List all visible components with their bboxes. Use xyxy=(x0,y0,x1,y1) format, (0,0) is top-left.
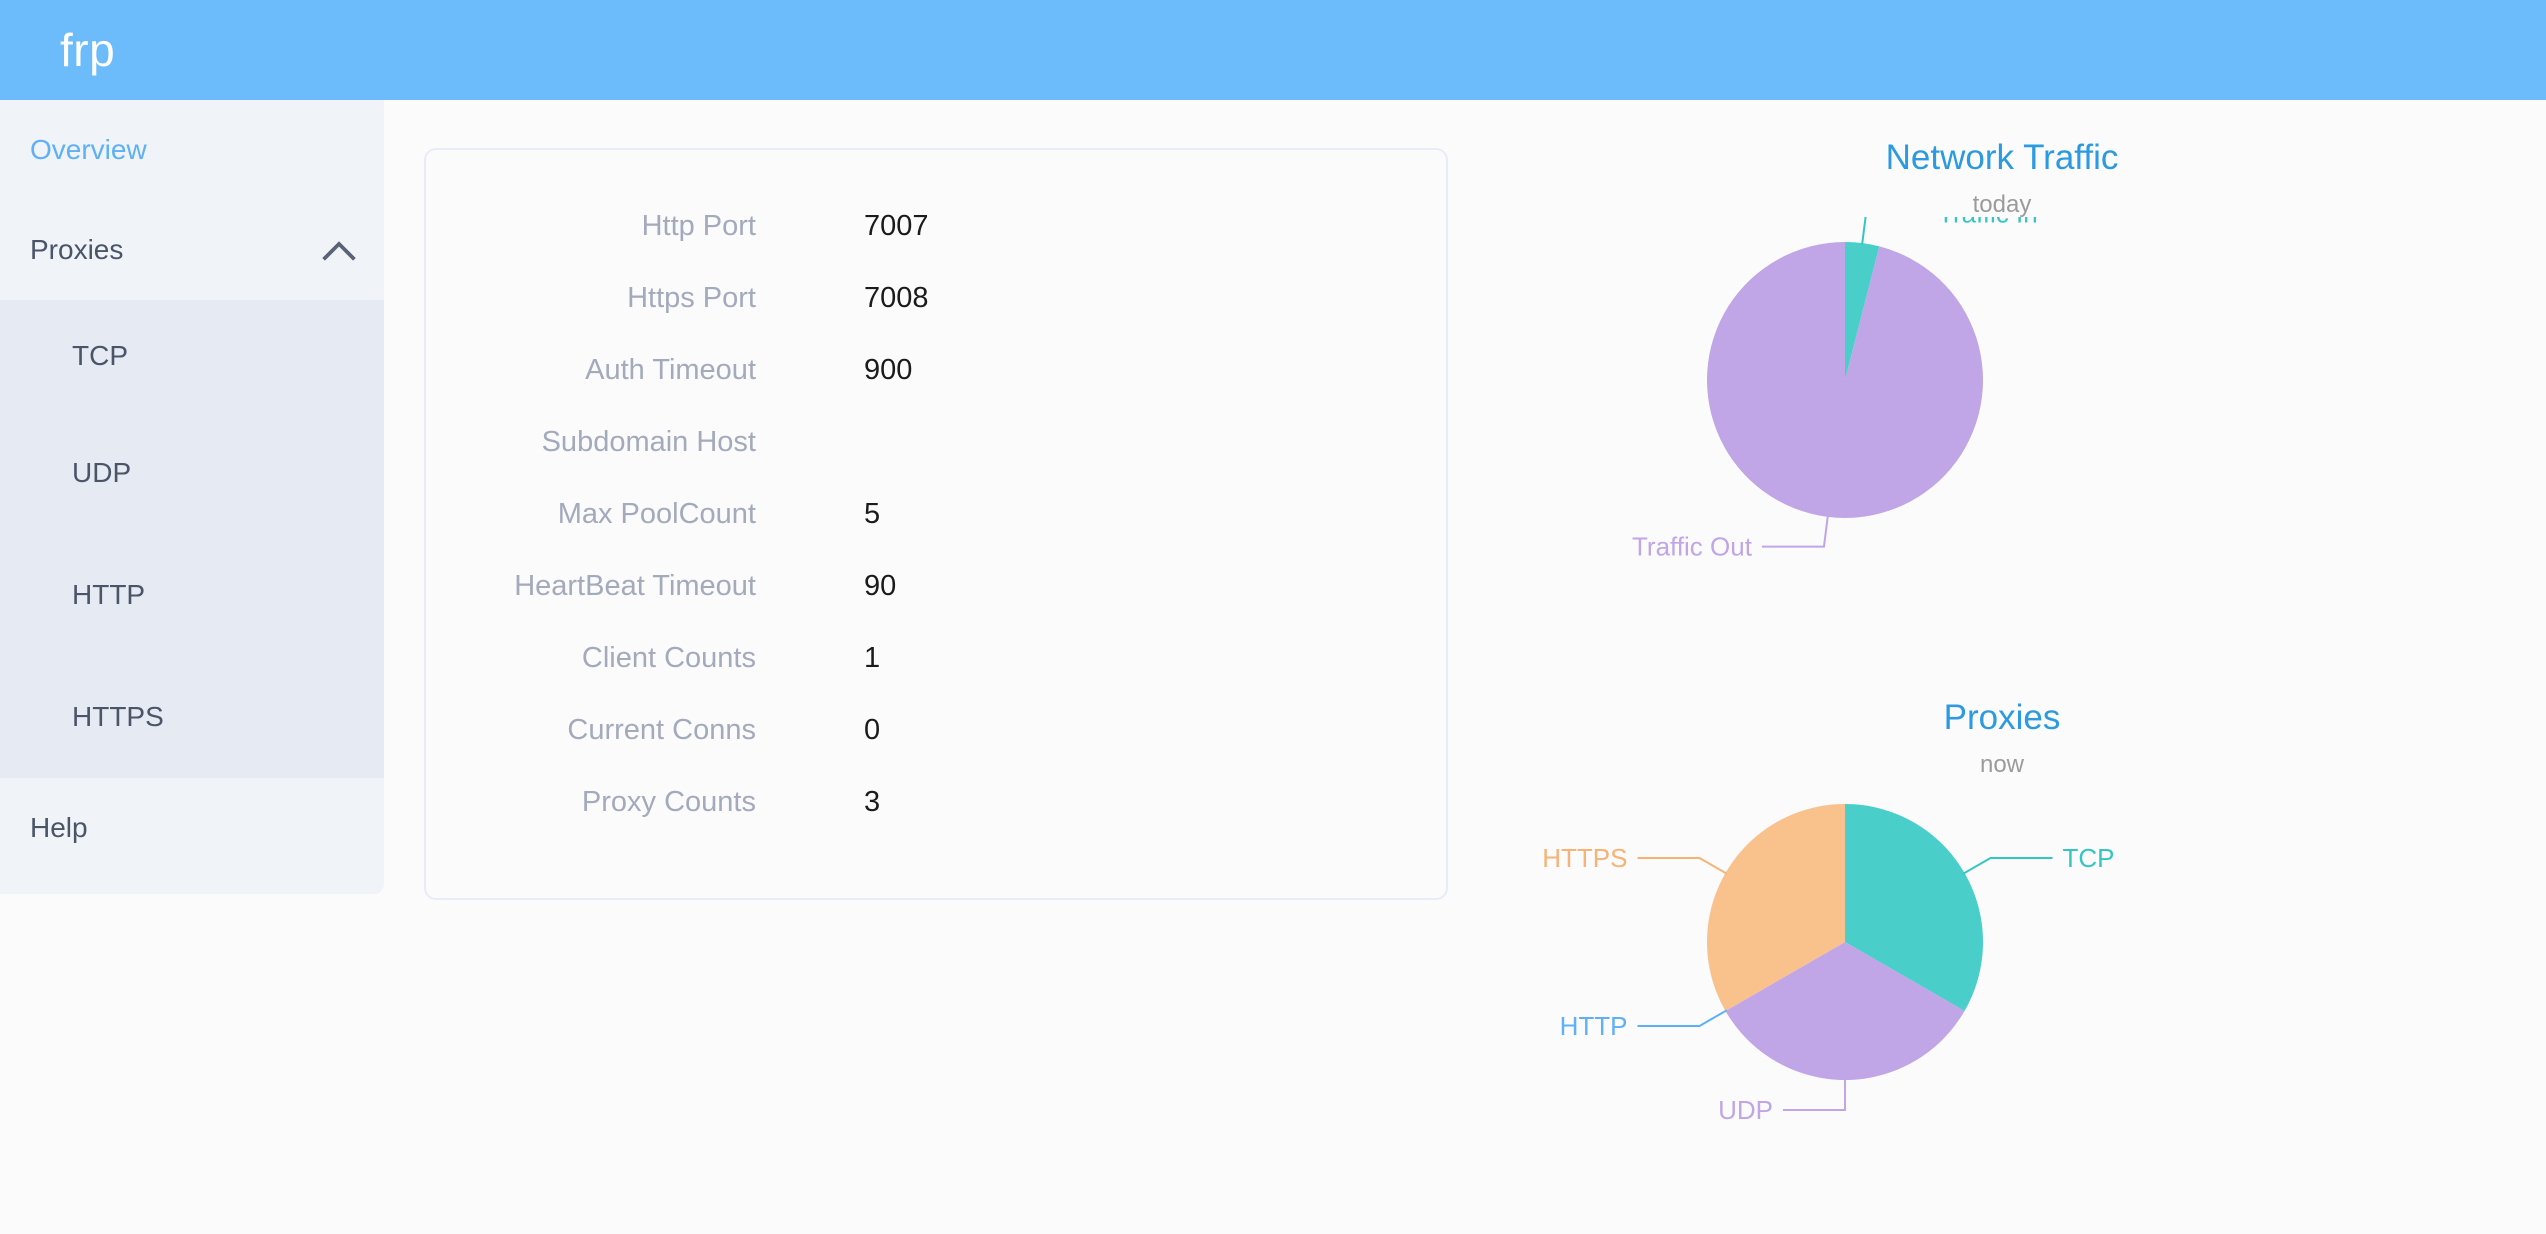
pie-leader-line-https xyxy=(1637,857,1728,875)
server-info-key: Max PoolCount xyxy=(557,498,756,530)
pie-slice-traffic-in[interactable] xyxy=(1845,242,1880,380)
server-info-value: 5 xyxy=(864,498,881,530)
sidebar-item-label-overview: Overview xyxy=(30,134,147,165)
proxies-chart-panel: Proxies now TCP UDP HTTP HTTPS xyxy=(1492,700,2512,1220)
sidebar: Overview Proxies TCP UDP HTTP HTTPS H xyxy=(0,100,384,894)
server-info-row: Max PoolCount 5 xyxy=(426,500,1446,572)
sidebar-subitem-label-tcp: TCP xyxy=(72,340,128,371)
network-traffic-pie[interactable]: Traffic In Traffic Out xyxy=(1492,217,2512,577)
sidebar-item-label-proxies: Proxies xyxy=(30,234,124,265)
pie-leader-line-traffic-in xyxy=(1861,217,1867,245)
network-traffic-title: Network Traffic xyxy=(1885,138,2119,177)
server-info-key: Proxy Counts xyxy=(581,786,756,818)
server-info-key: Client Counts xyxy=(581,642,756,674)
pie-leader-line-tcp xyxy=(1962,857,2053,875)
pie-slice-traffic-out[interactable] xyxy=(1707,242,1983,518)
proxies-subtitle: now xyxy=(1979,751,2025,778)
server-info-row: Proxy Counts 3 xyxy=(426,788,1446,860)
server-info-value: 7008 xyxy=(864,282,929,314)
chevron-up-icon xyxy=(322,233,356,267)
server-info-value: 90 xyxy=(864,570,897,602)
sidebar-subitem-https[interactable]: HTTPS xyxy=(0,656,384,778)
brand-logo: frp xyxy=(60,24,116,76)
server-info-row: Client Counts 1 xyxy=(426,644,1446,716)
pie-slice-tcp[interactable] xyxy=(1845,804,1983,1011)
sidebar-item-overview[interactable]: Overview xyxy=(0,100,384,200)
network-traffic-pie-svg: Traffic In Traffic Out xyxy=(1632,217,2038,562)
server-info-card: Http Port 7007 Https Port 7008 Auth Timeout 9… xyxy=(424,148,1448,900)
server-info-list: Http Port 7007 Https Port 7008 Auth Timeout 9… xyxy=(426,212,1446,860)
pie-label-traffic-out: Traffic Out xyxy=(1632,532,1753,562)
sidebar-subitem-label-udp: UDP xyxy=(72,457,132,488)
pie-label-udp: UDP xyxy=(1718,1095,1773,1125)
server-info-value: 1 xyxy=(864,642,881,674)
server-info-row: Subdomain Host xyxy=(426,428,1446,500)
pie-label-http: HTTP xyxy=(1560,1011,1628,1041)
proxies-pie-svg: TCP UDP HTTP HTTPS xyxy=(1542,804,2114,1125)
sidebar-item-label-help: Help xyxy=(30,812,88,843)
sidebar-subitem-http[interactable]: HTTP xyxy=(0,534,384,656)
pie-label-tcp: TCP xyxy=(2062,843,2114,873)
server-info-key: HeartBeat Timeout xyxy=(514,570,756,602)
server-info-row: Current Conns 0 xyxy=(426,716,1446,788)
pie-slice-udp[interactable] xyxy=(1725,942,1965,1080)
server-info-value: 0 xyxy=(864,714,881,746)
server-info-value: 900 xyxy=(864,354,913,386)
server-info-row: Http Port 7007 xyxy=(426,212,1446,284)
pie-label-traffic-in: Traffic In xyxy=(1938,217,2038,228)
network-traffic-chart-panel: Network Traffic today Traffic InTraffic … xyxy=(1492,140,2512,670)
proxies-title: Proxies xyxy=(1943,698,2061,737)
server-info-key: Current Conns xyxy=(567,714,756,746)
server-info-key: Https Port xyxy=(627,282,756,314)
server-info-row: Auth Timeout 900 xyxy=(426,356,1446,428)
pie-leader-line-traffic-out xyxy=(1761,515,1829,548)
sidebar-subitem-label-https: HTTPS xyxy=(72,701,164,732)
sidebar-item-help[interactable]: Help xyxy=(0,778,384,878)
server-info-row: Https Port 7008 xyxy=(426,284,1446,356)
server-info-key: Auth Timeout xyxy=(585,354,756,386)
sidebar-subitem-udp[interactable]: UDP xyxy=(0,412,384,534)
network-traffic-subtitle: today xyxy=(1972,191,2032,218)
server-info-key: Http Port xyxy=(641,210,756,242)
server-info-row: HeartBeat Timeout 90 xyxy=(426,572,1446,644)
sidebar-item-proxies[interactable]: Proxies xyxy=(0,200,384,300)
sidebar-subitem-tcp[interactable]: TCP xyxy=(0,300,384,412)
pie-label-https: HTTPS xyxy=(1542,843,1627,873)
pie-leader-line-http xyxy=(1637,1009,1728,1027)
server-info-value: 7007 xyxy=(864,210,929,242)
sidebar-group-main: Overview Proxies xyxy=(0,100,384,300)
server-info-value: 3 xyxy=(864,786,881,818)
sidebar-group-help: Help xyxy=(0,778,384,894)
sidebar-subitem-label-http: HTTP xyxy=(72,579,146,610)
app-header: frp xyxy=(0,0,2546,100)
pie-slice-https[interactable] xyxy=(1707,804,1845,1011)
pie-leader-line-udp xyxy=(1783,1078,1846,1111)
proxies-pie[interactable]: TCP UDP HTTP HTTPS xyxy=(1492,777,2512,1157)
sidebar-submenu-proxies: TCP UDP HTTP HTTPS xyxy=(0,300,384,778)
server-info-key: Subdomain Host xyxy=(541,426,756,458)
